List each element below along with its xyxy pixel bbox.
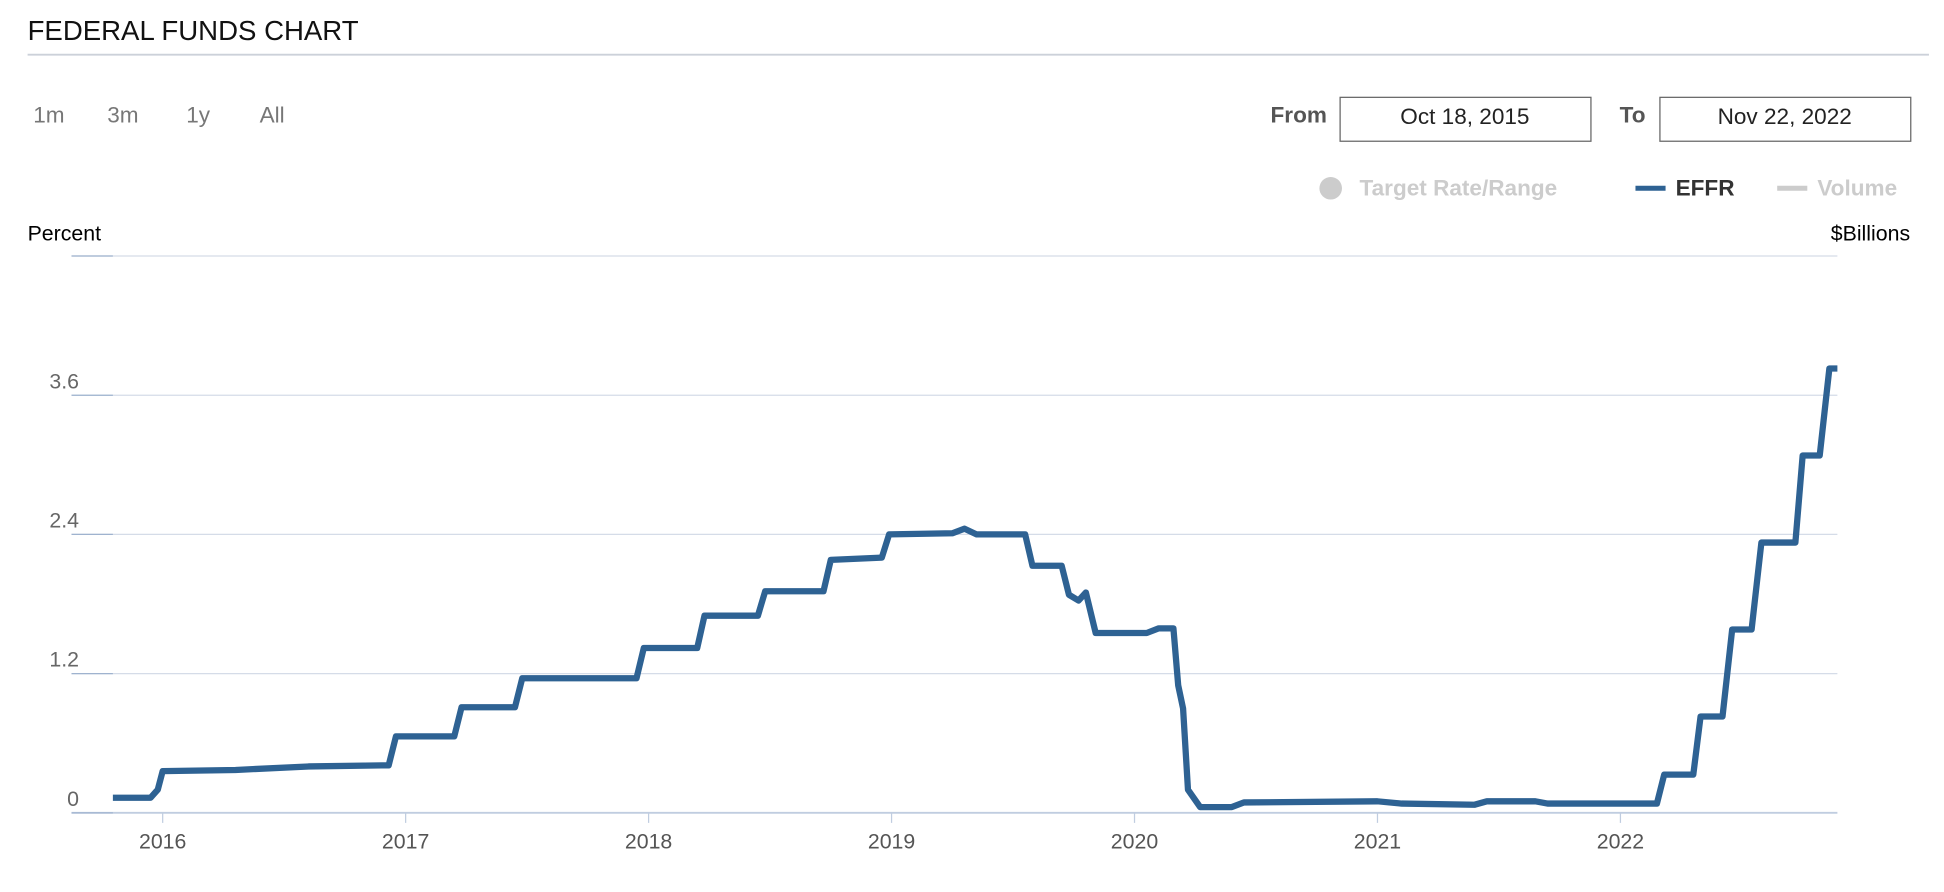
y-axis-label: Percent [28, 221, 102, 245]
to-label: To [1620, 103, 1646, 128]
y-tick-label: 1.2 [49, 648, 79, 672]
x-tick-label: 2022 [1597, 830, 1644, 854]
y-tick-label: 3.6 [49, 369, 79, 393]
legend-label[interactable]: EFFR [1676, 175, 1735, 200]
series-line [112, 365, 1838, 811]
x-tick-label: 2016 [139, 830, 186, 854]
from-input[interactable] [1339, 96, 1592, 142]
x-tick-label: 2021 [1354, 830, 1401, 854]
x-tick-label: 2017 [382, 830, 429, 854]
range-button[interactable]: 1y [186, 103, 211, 128]
y-tick-label: 2.4 [49, 509, 79, 533]
legend-label[interactable]: Volume [1817, 175, 1897, 200]
to-input[interactable] [1659, 96, 1912, 142]
to-date[interactable]: Nov 22, 2022 [1718, 104, 1852, 129]
chart-title: FEDERAL FUNDS CHART [28, 15, 359, 46]
legend-marker [1319, 176, 1342, 200]
range-button[interactable]: 3m [107, 103, 138, 128]
y-tick-label: 0 [67, 787, 79, 811]
range-button[interactable]: 1m [33, 103, 64, 128]
x-tick-label: 2019 [868, 830, 915, 854]
x-tick-label: 2020 [1111, 830, 1159, 854]
from-label: From [1271, 103, 1327, 128]
range-button[interactable]: All [260, 103, 285, 128]
y2-axis-label: $Billions [1831, 221, 1910, 245]
from-date[interactable]: Oct 18, 2015 [1400, 104, 1529, 129]
legend-label[interactable]: Target Rate/Range [1360, 175, 1558, 200]
x-tick-label: 2018 [625, 830, 672, 854]
